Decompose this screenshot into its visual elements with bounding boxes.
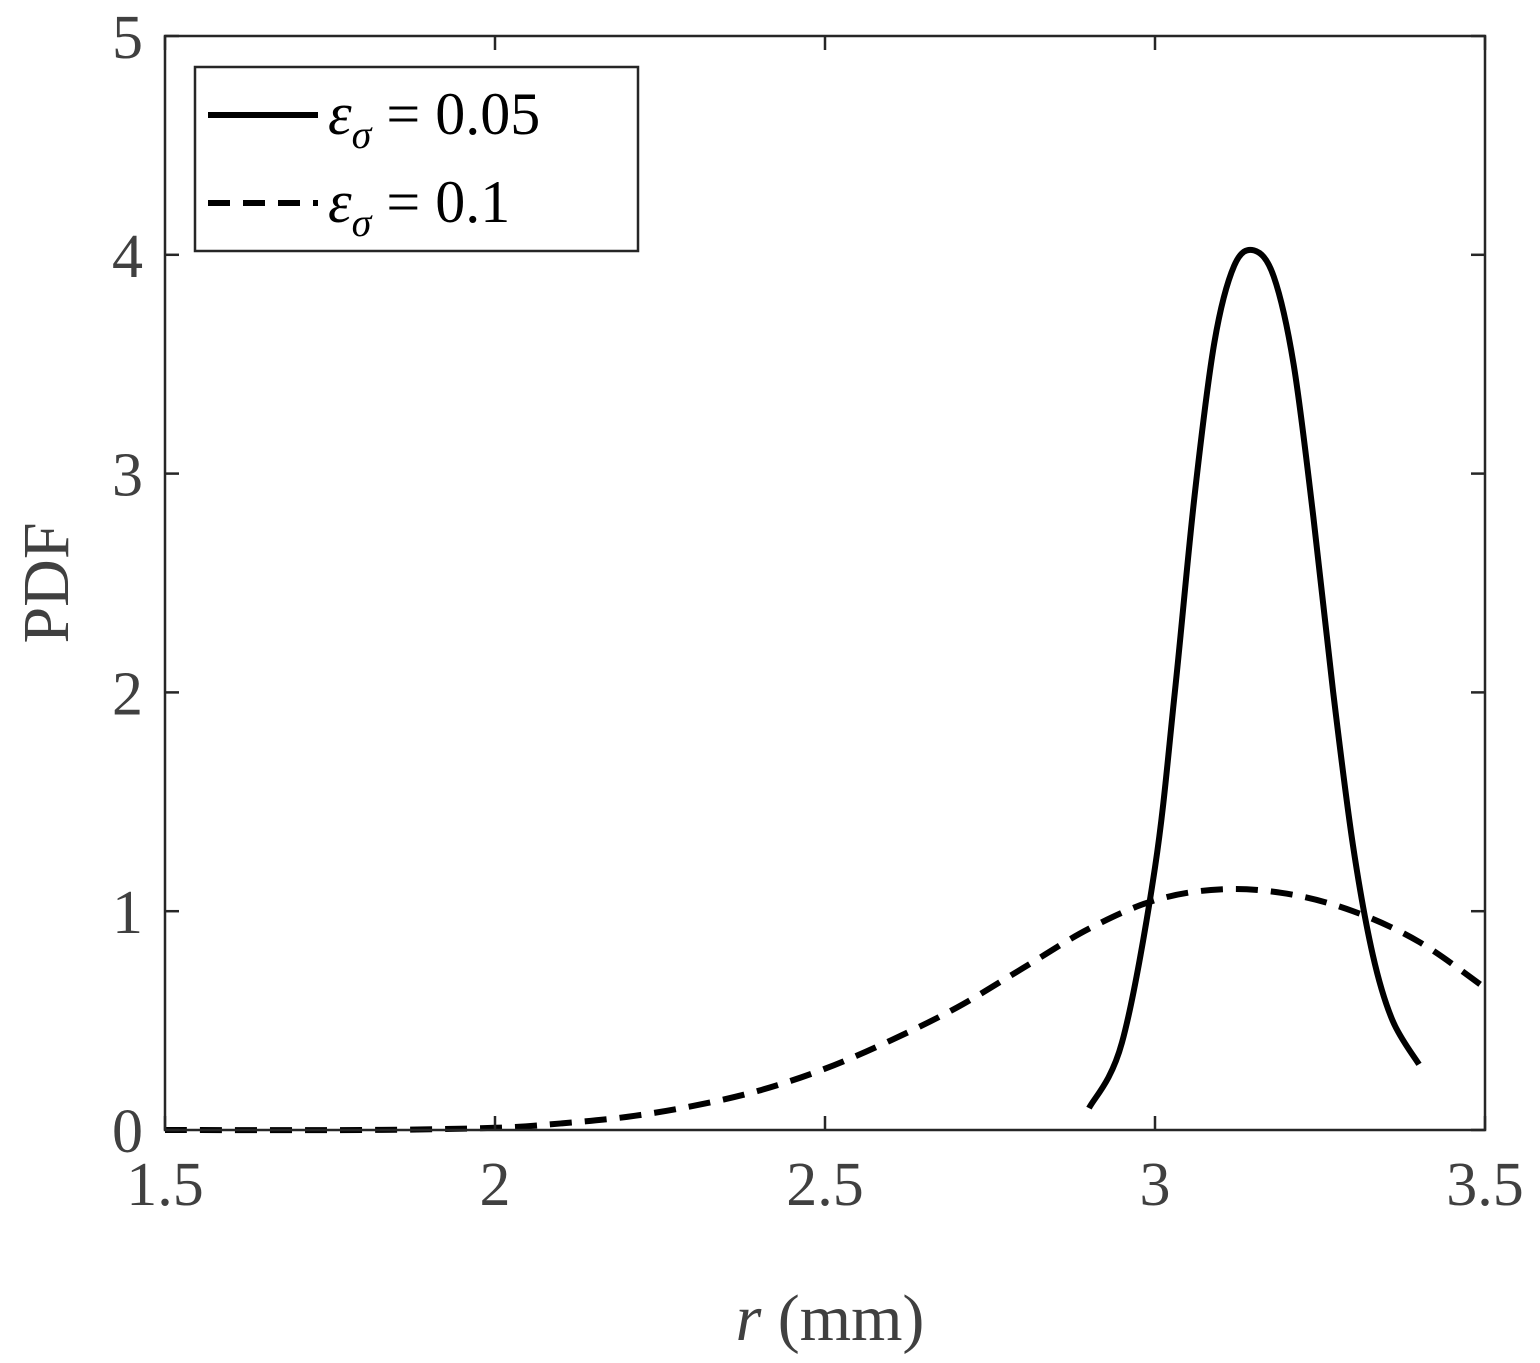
x-tick-label: 1.5 [126,1151,204,1219]
series-line-solid [1086,246,1422,1110]
y-tick-label: 4 [112,223,143,291]
series-layer [164,246,1487,1134]
x-axis-label: r (mm) [736,1282,925,1355]
legend-label-1: εσ = 0.1 [328,169,510,245]
y-tick-label: 0 [112,1098,143,1166]
x-tick-label: 2 [480,1151,511,1219]
series-line-dashed [164,886,1487,1134]
legend-box [193,65,640,253]
y-tick-label: 2 [112,660,143,728]
plot-frame [163,34,1487,1132]
y-tick-label: 1 [112,879,143,947]
x-tick-label: 3 [1140,1151,1171,1219]
y-tick-label: 5 [112,4,143,72]
x-tick-label: 3.5 [1446,1151,1524,1219]
ticks-layer: 1.5 2 2.5 3 3.5 0 1 2 3 4 5 [112,4,1524,1219]
y-tick-label: 3 [112,442,143,510]
x-tick-label: 2.5 [786,1151,864,1219]
legend-label-0: εσ = 0.05 [328,81,540,157]
legend: εσ = 0.05 εσ = 0.1 [193,65,640,253]
y-axis-label: PDF [10,522,83,643]
